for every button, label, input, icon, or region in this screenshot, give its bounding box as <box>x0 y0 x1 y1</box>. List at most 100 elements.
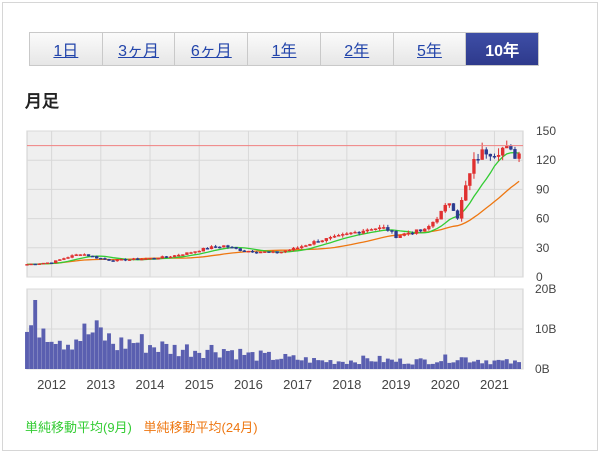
x-tick-label: 2013 <box>86 377 115 392</box>
volume-bar <box>201 357 206 369</box>
candle-body <box>131 258 136 260</box>
volume-bar <box>164 343 169 369</box>
volume-bar <box>139 334 144 369</box>
volume-bar <box>213 352 218 369</box>
candle-body <box>373 228 378 230</box>
volume-bar <box>365 358 370 369</box>
candle-body <box>259 251 263 254</box>
volume-bar <box>324 362 329 369</box>
volume-bar <box>344 363 349 369</box>
candle-body <box>127 259 132 261</box>
volume-bar <box>406 363 411 369</box>
volume-bar <box>303 357 308 369</box>
volume-bar <box>111 343 116 369</box>
candle-body <box>476 159 480 161</box>
candle-body <box>328 237 333 239</box>
volume-bar <box>148 345 152 369</box>
volume-bar <box>152 347 157 369</box>
candle-body <box>185 252 189 255</box>
volume-bar <box>70 349 75 369</box>
candle-body <box>99 257 103 260</box>
candle-body <box>95 256 99 259</box>
volume-bar <box>451 362 456 369</box>
candle-body <box>140 258 144 261</box>
candle-body <box>468 173 472 186</box>
volume-bar <box>414 359 419 369</box>
candle-body <box>213 246 218 248</box>
volume-bar <box>287 356 292 369</box>
volume-bar <box>37 337 42 369</box>
price-tick-label: 30 <box>536 241 550 255</box>
volume-bar <box>361 355 366 369</box>
price-tick-label: 90 <box>536 182 550 196</box>
volume-bar <box>225 350 230 369</box>
candle-body <box>164 256 169 258</box>
candle-body <box>349 232 353 235</box>
chart-legend: 単純移動平均(9月) 単純移動平均(24月) <box>25 417 266 436</box>
candle-body <box>513 149 517 159</box>
candle-body <box>177 254 181 257</box>
tab-1-day[interactable]: 1日 <box>30 33 103 65</box>
candle-body <box>222 245 226 248</box>
volume-bar <box>480 363 485 369</box>
volume-bar <box>205 349 210 369</box>
candle-body <box>353 231 357 234</box>
volume-bar <box>172 344 177 369</box>
candle-body <box>107 259 111 261</box>
volume-bar <box>348 360 353 369</box>
x-tick-label: 2021 <box>480 377 509 392</box>
volume-bar <box>455 360 460 369</box>
candle-body <box>33 263 37 266</box>
volume-bar <box>143 352 148 369</box>
candle-body <box>197 250 201 253</box>
x-tick-label: 2014 <box>136 377 165 392</box>
volume-bar <box>94 320 99 369</box>
tab-3-months[interactable]: 3ヶ月 <box>102 33 176 65</box>
tab-5-years[interactable]: 5年 <box>393 33 467 65</box>
volume-bar <box>312 358 316 369</box>
candle-body <box>361 230 365 234</box>
candle-body <box>439 210 443 220</box>
volume-bar <box>377 355 382 369</box>
tab-2-years[interactable]: 2年 <box>320 33 394 65</box>
volume-bar <box>82 323 87 369</box>
candle-body <box>218 246 222 249</box>
candle-body <box>517 153 521 159</box>
volume-bar <box>357 364 362 369</box>
candle-body <box>505 145 509 149</box>
volume-bar <box>513 360 517 369</box>
volume-bar <box>156 351 161 369</box>
volume-bar <box>402 363 407 369</box>
volume-bar <box>398 358 403 369</box>
volume-bar <box>369 361 374 369</box>
tab-10-years[interactable]: 10年 <box>466 33 539 65</box>
candle-body <box>455 210 460 219</box>
volume-bar <box>353 362 357 369</box>
volume-bar <box>119 337 124 369</box>
volume-bar <box>299 360 304 369</box>
candle-body <box>394 231 398 238</box>
tab-1-year[interactable]: 1年 <box>248 33 321 65</box>
volume-bar <box>193 350 198 369</box>
volume-bar <box>258 350 263 369</box>
volume-bar <box>209 344 214 369</box>
candle-body <box>230 246 234 249</box>
candle-body <box>304 245 308 247</box>
candle-body <box>144 258 148 260</box>
candle-body <box>423 228 427 232</box>
volume-bar <box>496 359 501 369</box>
x-tick-label: 2017 <box>283 377 312 392</box>
candle-body <box>54 260 58 264</box>
volume-bar <box>57 340 62 369</box>
candle-body <box>45 262 50 264</box>
volume-bar <box>467 362 472 369</box>
candle-body <box>357 231 361 234</box>
period-tabs: 1日 3ヶ月 6ヶ月 1年 2年 5年 10年 <box>29 32 539 66</box>
candle-body <box>201 248 206 252</box>
tab-6-months[interactable]: 6ヶ月 <box>175 33 249 65</box>
candle-body <box>341 234 345 236</box>
candle-body <box>386 227 390 231</box>
volume-tick-label: 20B <box>535 282 556 296</box>
candle-body <box>90 255 95 258</box>
volume-bar <box>447 362 452 369</box>
